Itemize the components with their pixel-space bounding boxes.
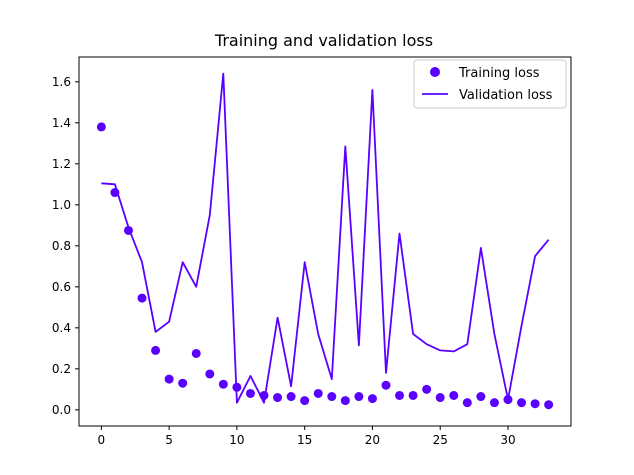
training-loss-point [218, 379, 228, 389]
plot-frame [78, 56, 572, 427]
training-loss-point [408, 390, 418, 400]
training-loss-point [96, 122, 106, 132]
x-tick-label: 25 [433, 433, 448, 447]
training-loss-point [164, 374, 174, 384]
legend-training-label: Training loss [458, 66, 540, 81]
training-loss-point [530, 399, 540, 409]
legend: Training loss Validation loss [413, 59, 567, 109]
training-loss-point [395, 390, 405, 400]
y-tick-label: 0.2 [52, 362, 71, 376]
chart-title: Training and validation loss [214, 31, 433, 50]
legend-training-marker [430, 67, 440, 77]
training-loss-point [449, 390, 459, 400]
training-loss-point [273, 393, 283, 403]
training-loss-point [476, 392, 486, 402]
x-tick-label: 0 [98, 433, 106, 447]
y-tick-label: 0.8 [52, 239, 71, 253]
training-loss-point [137, 293, 147, 303]
legend-box [413, 59, 567, 109]
training-loss-point [123, 225, 133, 235]
training-loss-point [313, 388, 323, 398]
y-tick-label: 1.0 [52, 198, 71, 212]
training-loss-point [367, 394, 377, 404]
x-tick-label: 30 [500, 433, 515, 447]
training-loss-point [340, 396, 350, 406]
training-loss-point [327, 392, 337, 402]
y-tick-label: 0.6 [52, 280, 71, 294]
plot-marks [96, 72, 554, 410]
training-loss-point [300, 396, 310, 406]
training-loss-point [544, 400, 554, 410]
y-tick-label: 0.4 [52, 321, 71, 335]
validation-loss-line [101, 72, 550, 404]
y-tick-label: 1.4 [52, 116, 71, 130]
training-loss-point [232, 382, 242, 392]
training-loss-point [517, 398, 527, 408]
training-loss-point [151, 345, 161, 355]
training-loss-point [259, 390, 269, 400]
training-loss-point [110, 188, 120, 198]
x-axis-ticks: 0 5 10 15 20 25 30 [98, 426, 516, 447]
x-tick-label: 15 [297, 433, 312, 447]
x-tick-label: 20 [365, 433, 380, 447]
training-loss-point [205, 369, 215, 379]
training-loss-point [503, 395, 513, 405]
x-tick-label: 10 [229, 433, 244, 447]
training-loss-point [354, 392, 364, 402]
training-loss-point [245, 388, 255, 398]
legend-validation-label: Validation loss [459, 88, 553, 103]
training-loss-point [489, 398, 499, 408]
training-loss-point [191, 348, 201, 358]
y-tick-label: 1.6 [52, 75, 71, 89]
training-loss-point [381, 380, 391, 390]
training-loss-point [178, 378, 188, 388]
training-loss-point [435, 393, 445, 403]
y-axis-ticks: 0.0 0.2 0.4 0.6 0.8 1.0 1.2 1.4 1.6 [52, 75, 79, 417]
y-tick-label: 1.2 [52, 157, 71, 171]
training-loss-point [286, 392, 296, 402]
y-tick-label: 0.0 [52, 403, 71, 417]
training-loss-point [462, 398, 472, 408]
training-loss-point [422, 384, 432, 394]
x-tick-label: 5 [165, 433, 173, 447]
